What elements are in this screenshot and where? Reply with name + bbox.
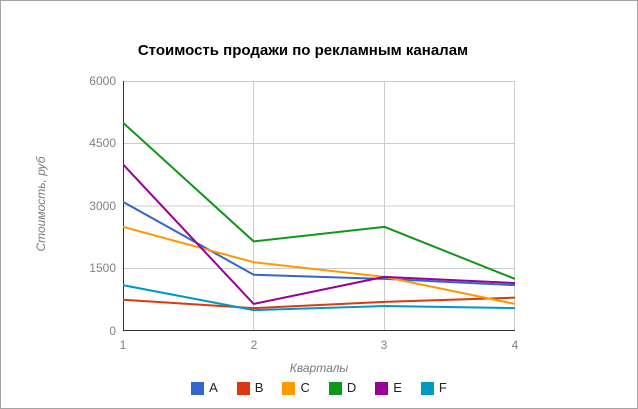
legend-swatch-d [328, 381, 342, 395]
legend-swatch-e [375, 381, 389, 395]
series-line-f [123, 284, 515, 312]
series-line-d [123, 121, 515, 280]
legend-swatch-c [282, 381, 296, 395]
y-axis-title: Стоимость, руб [34, 156, 48, 252]
legend-label-d: D [346, 380, 357, 395]
legend-swatch-a [191, 381, 205, 395]
series-line-b [123, 296, 515, 310]
series-line-c [123, 225, 515, 305]
legend-label-f: F [438, 380, 447, 395]
legend-item-c: C [282, 380, 310, 395]
x-tick-label-2: 2 [250, 338, 258, 352]
y-tick-label-6000: 6000 [89, 74, 116, 88]
legend-label-a: A [209, 380, 218, 395]
y-tick-label-0: 0 [109, 324, 116, 338]
y-tick-label-3000: 3000 [89, 199, 116, 213]
series-line-a [123, 200, 515, 287]
legend-item-b: B [236, 380, 264, 395]
legend-label-c: C [300, 380, 310, 395]
legend-item-f: F [420, 380, 447, 395]
x-tick-label-4: 4 [511, 338, 519, 352]
legend-label-b: B [254, 380, 264, 395]
y-tick-label-1500: 1500 [89, 261, 116, 275]
legend-item-e: E [375, 381, 402, 395]
plot-area [123, 81, 515, 331]
x-tick-label-1: 1 [119, 338, 127, 352]
legend-item-a: A [191, 381, 218, 395]
legend-label-e: E [393, 380, 402, 395]
series-line-e [123, 163, 515, 306]
legend-swatch-f [420, 381, 434, 395]
chart-title: Стоимость продажи по рекламным каналам [137, 42, 469, 59]
y-tick-label-4500: 4500 [89, 136, 116, 150]
legend: A B C D E F [123, 381, 515, 395]
x-tick-label-3: 3 [380, 338, 388, 352]
x-axis-title: Кварталы [289, 361, 349, 375]
legend-item-d: D [328, 380, 357, 395]
legend-swatch-b [236, 381, 250, 395]
